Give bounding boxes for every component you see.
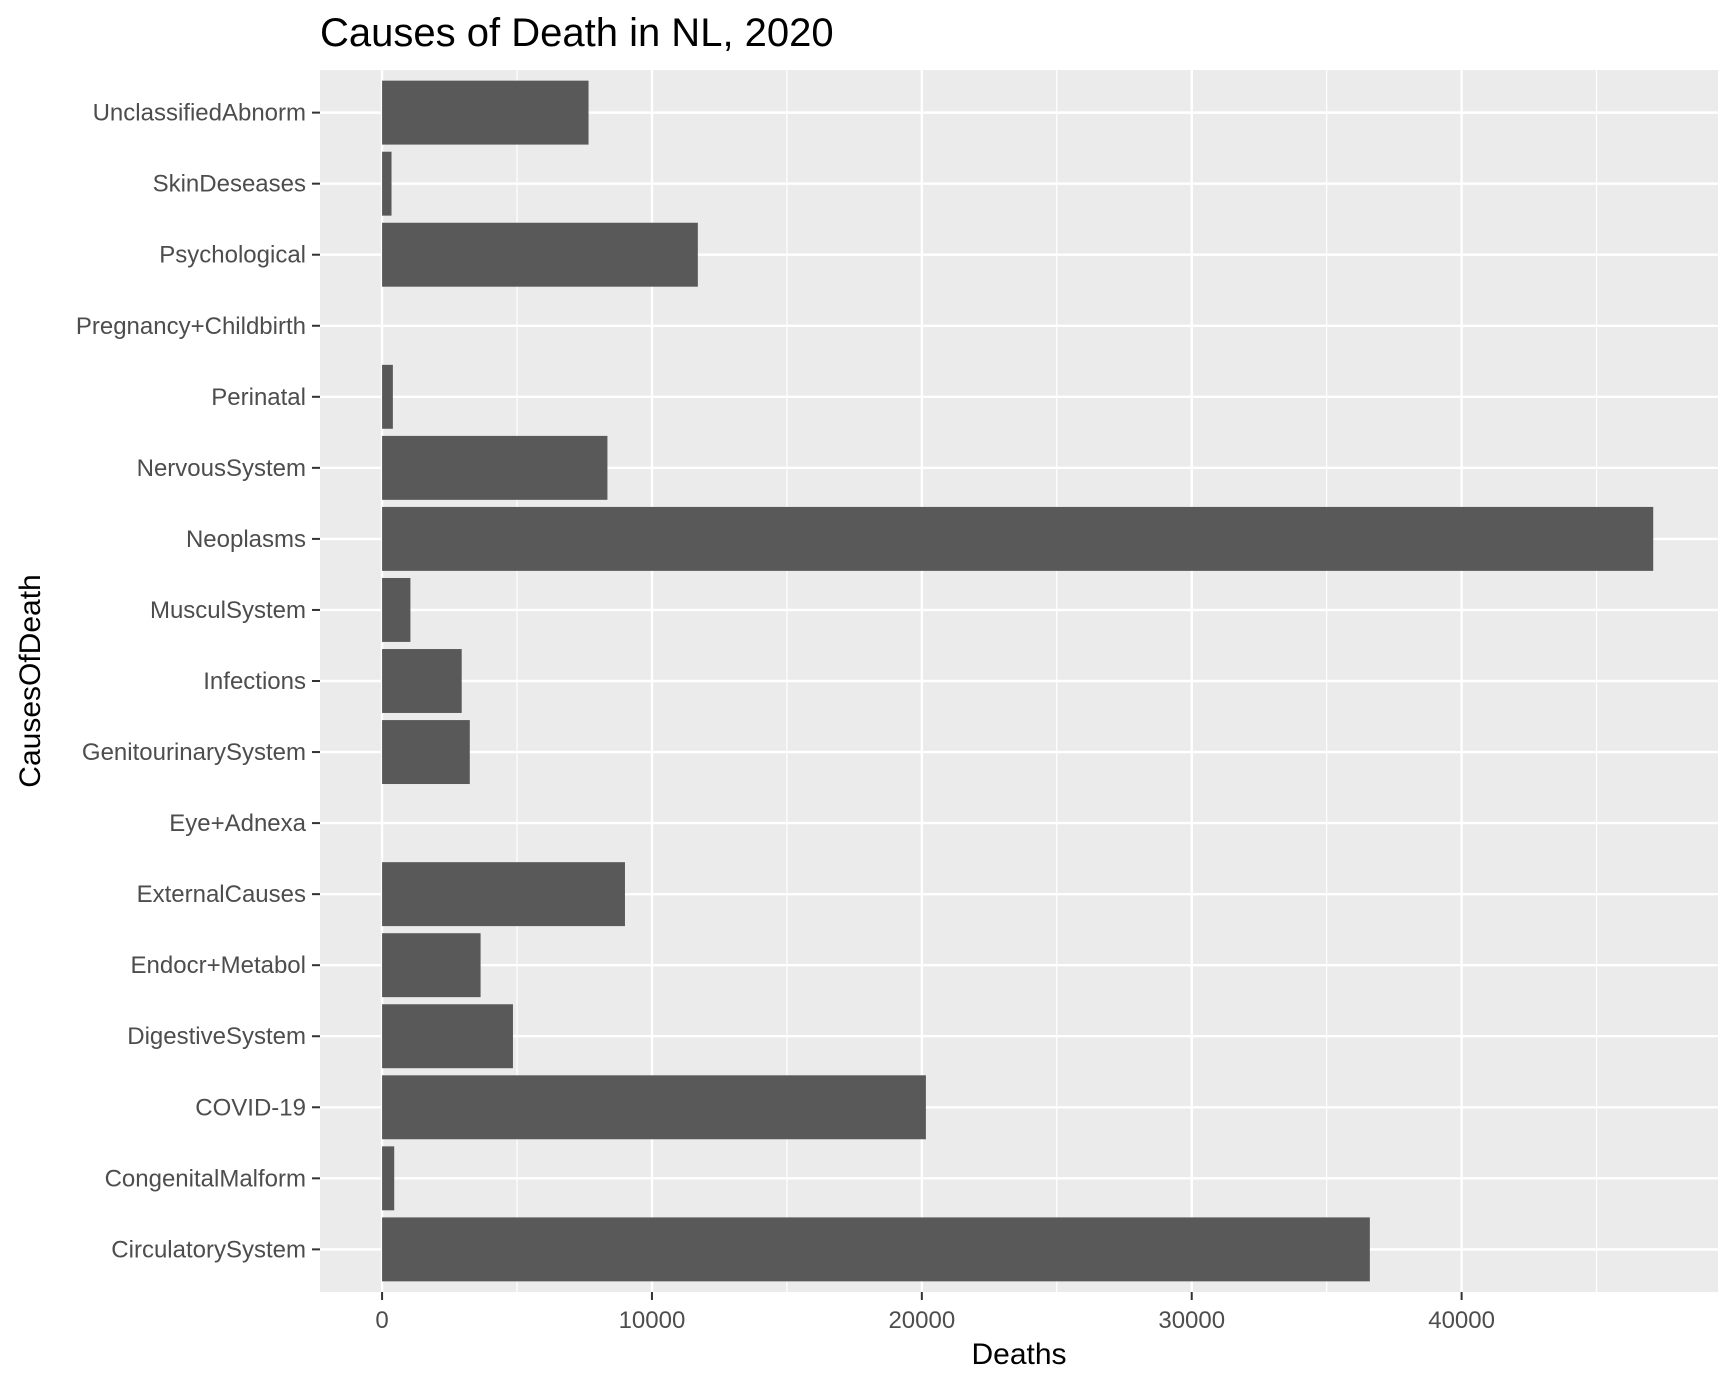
x-axis: 0 10000 20000 30000 40000: [375, 1292, 1495, 1334]
y-tick-label: Pregnancy+Childbirth: [76, 313, 306, 340]
bar-circulatorysystem: [382, 1217, 1370, 1282]
x-tick-label: 30000: [1158, 1307, 1225, 1334]
x-tick-label: 20000: [888, 1307, 955, 1334]
y-tick-label: Infections: [203, 668, 306, 695]
y-tick-label: Neoplasms: [186, 526, 306, 553]
y-tick-label: Endocr+Metabol: [131, 952, 306, 979]
bar-neoplasms: [382, 506, 1654, 571]
x-tick-label: 40000: [1428, 1307, 1495, 1334]
y-tick-label: CongenitalMalform: [105, 1165, 306, 1192]
bar-skindeseases: [382, 151, 392, 216]
bars: [382, 80, 1654, 1282]
y-tick-label: Psychological: [159, 242, 306, 269]
y-tick-label: MusculSystem: [150, 597, 306, 624]
bar-nervoussystem: [382, 435, 608, 500]
y-tick-label: NervousSystem: [137, 455, 306, 482]
bar-digestivesystem: [382, 1004, 513, 1069]
y-tick-label: GenitourinarySystem: [82, 739, 306, 766]
y-tick-label: UnclassifiedAbnorm: [93, 100, 306, 127]
bar-congenitalmalform: [382, 1146, 395, 1211]
bar-externalcauses: [382, 862, 625, 927]
bar-unclassifiedabnorm: [382, 80, 589, 145]
x-tick-label: 0: [375, 1307, 388, 1334]
chart-title: Causes of Death in NL, 2020: [320, 11, 834, 55]
y-axis: CirculatorySystem CongenitalMalform COVID-…: [76, 100, 320, 1263]
bar-covid-19: [382, 1075, 926, 1140]
x-tick-label: 10000: [619, 1307, 686, 1334]
bar-musculsystem: [382, 577, 411, 642]
bar-genitourinarysystem: [382, 720, 470, 785]
y-tick-label: SkinDeseases: [153, 171, 306, 198]
bar-psychological: [382, 222, 698, 287]
bar-endocr-metabol: [382, 933, 481, 998]
bar-infections: [382, 649, 462, 713]
y-tick-label: ExternalCauses: [137, 881, 306, 908]
y-tick-label: Eye+Adnexa: [169, 810, 306, 837]
x-axis-title: Deaths: [971, 1338, 1066, 1371]
y-tick-label: COVID-19: [195, 1094, 306, 1121]
y-tick-label: CirculatorySystem: [111, 1236, 306, 1263]
y-tick-label: DigestiveSystem: [127, 1023, 306, 1050]
bar-perinatal: [382, 364, 393, 429]
y-tick-label: Perinatal: [211, 384, 306, 411]
y-axis-title: CausesOfDeath: [14, 574, 47, 787]
